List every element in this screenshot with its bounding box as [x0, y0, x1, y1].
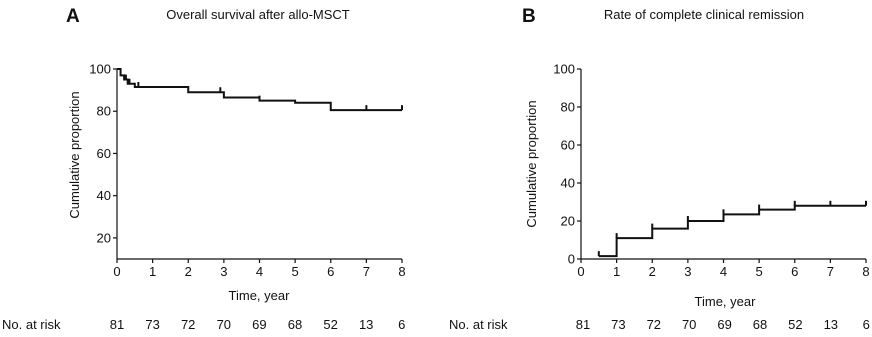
risk-count: 52 [323, 317, 337, 332]
y-axis-label-b: Cumulative proportion [524, 100, 539, 227]
x-tick-label: 2 [649, 264, 656, 279]
risk-count: 72 [647, 317, 661, 332]
x-tick-label: 4 [256, 264, 263, 279]
y-tick-label: 60 [561, 138, 575, 153]
x-tick-label: 4 [720, 264, 727, 279]
risk-count: 70 [682, 317, 696, 332]
risk-count: 73 [611, 317, 625, 332]
x-tick-label: 7 [363, 264, 370, 279]
x-tick-label: 2 [185, 264, 192, 279]
risk-count: 69 [252, 317, 266, 332]
x-tick-label: 6 [327, 264, 334, 279]
x-tick-label: 8 [398, 264, 405, 279]
risk-count: 81 [110, 317, 124, 332]
risk-count: 69 [717, 317, 731, 332]
chart-title-a: Overall survival after allo-MSCT [166, 7, 350, 22]
risk-count: 13 [824, 317, 838, 332]
chart-title-b: Rate of complete clinical remission [604, 7, 804, 22]
risk-label-b: No. at risk [449, 317, 508, 332]
y-tick-label: 40 [97, 188, 111, 203]
x-tick-label: 3 [220, 264, 227, 279]
y-tick-label: 20 [97, 230, 111, 245]
risk-count: 68 [288, 317, 302, 332]
risk-count: 52 [788, 317, 802, 332]
plot-area-a: 0 1 2 3 4 5 6 7 8 20 40 60 80 100 81 73 72 70 69 68 52 13 6 [89, 62, 405, 333]
risk-count: 81 [576, 317, 590, 332]
risk-count: 13 [359, 317, 373, 332]
x-tick-label: 6 [791, 264, 798, 279]
panel-letter-a: A [66, 6, 80, 27]
x-tick-label: 0 [577, 264, 584, 279]
x-tick-label: 5 [292, 264, 299, 279]
y-tick-label: 20 [561, 214, 575, 229]
risk-label-a: No. at risk [2, 317, 61, 332]
x-axis-label-b: Time, year [695, 294, 757, 309]
panel-letter-b: B [522, 6, 536, 27]
x-tick-label: 5 [756, 264, 763, 279]
y-tick-label: 0 [568, 252, 575, 267]
x-tick-label: 1 [613, 264, 620, 279]
risk-count: 6 [863, 317, 870, 332]
risk-count: 70 [217, 317, 231, 332]
y-tick-label: 80 [561, 100, 575, 115]
panel-b: B Rate of complete clinical remission Cu… [449, 6, 870, 332]
risk-count: 72 [181, 317, 195, 332]
y-tick-label: 100 [89, 62, 111, 77]
y-axis-label-a: Cumulative proportion [67, 91, 82, 218]
y-tick-label: 80 [97, 104, 111, 119]
y-tick-label: 100 [553, 62, 575, 77]
x-tick-label: 7 [827, 264, 834, 279]
survival-step-line-1 [117, 68, 402, 112]
y-tick-label: 40 [561, 176, 575, 191]
x-tick-label: 8 [862, 264, 869, 279]
survival-step-line-1 [598, 204, 866, 258]
x-tick-label: 3 [684, 264, 691, 279]
x-axis-label-a: Time, year [229, 288, 291, 303]
risk-count: 6 [398, 317, 405, 332]
y-tick-label: 60 [97, 146, 111, 161]
x-tick-label: 1 [149, 264, 156, 279]
risk-count: 68 [753, 317, 767, 332]
risk-count: 73 [145, 317, 159, 332]
panel-a: A Overall survival after allo-MSCT Cumul… [2, 6, 406, 332]
x-tick-label: 0 [113, 264, 120, 279]
